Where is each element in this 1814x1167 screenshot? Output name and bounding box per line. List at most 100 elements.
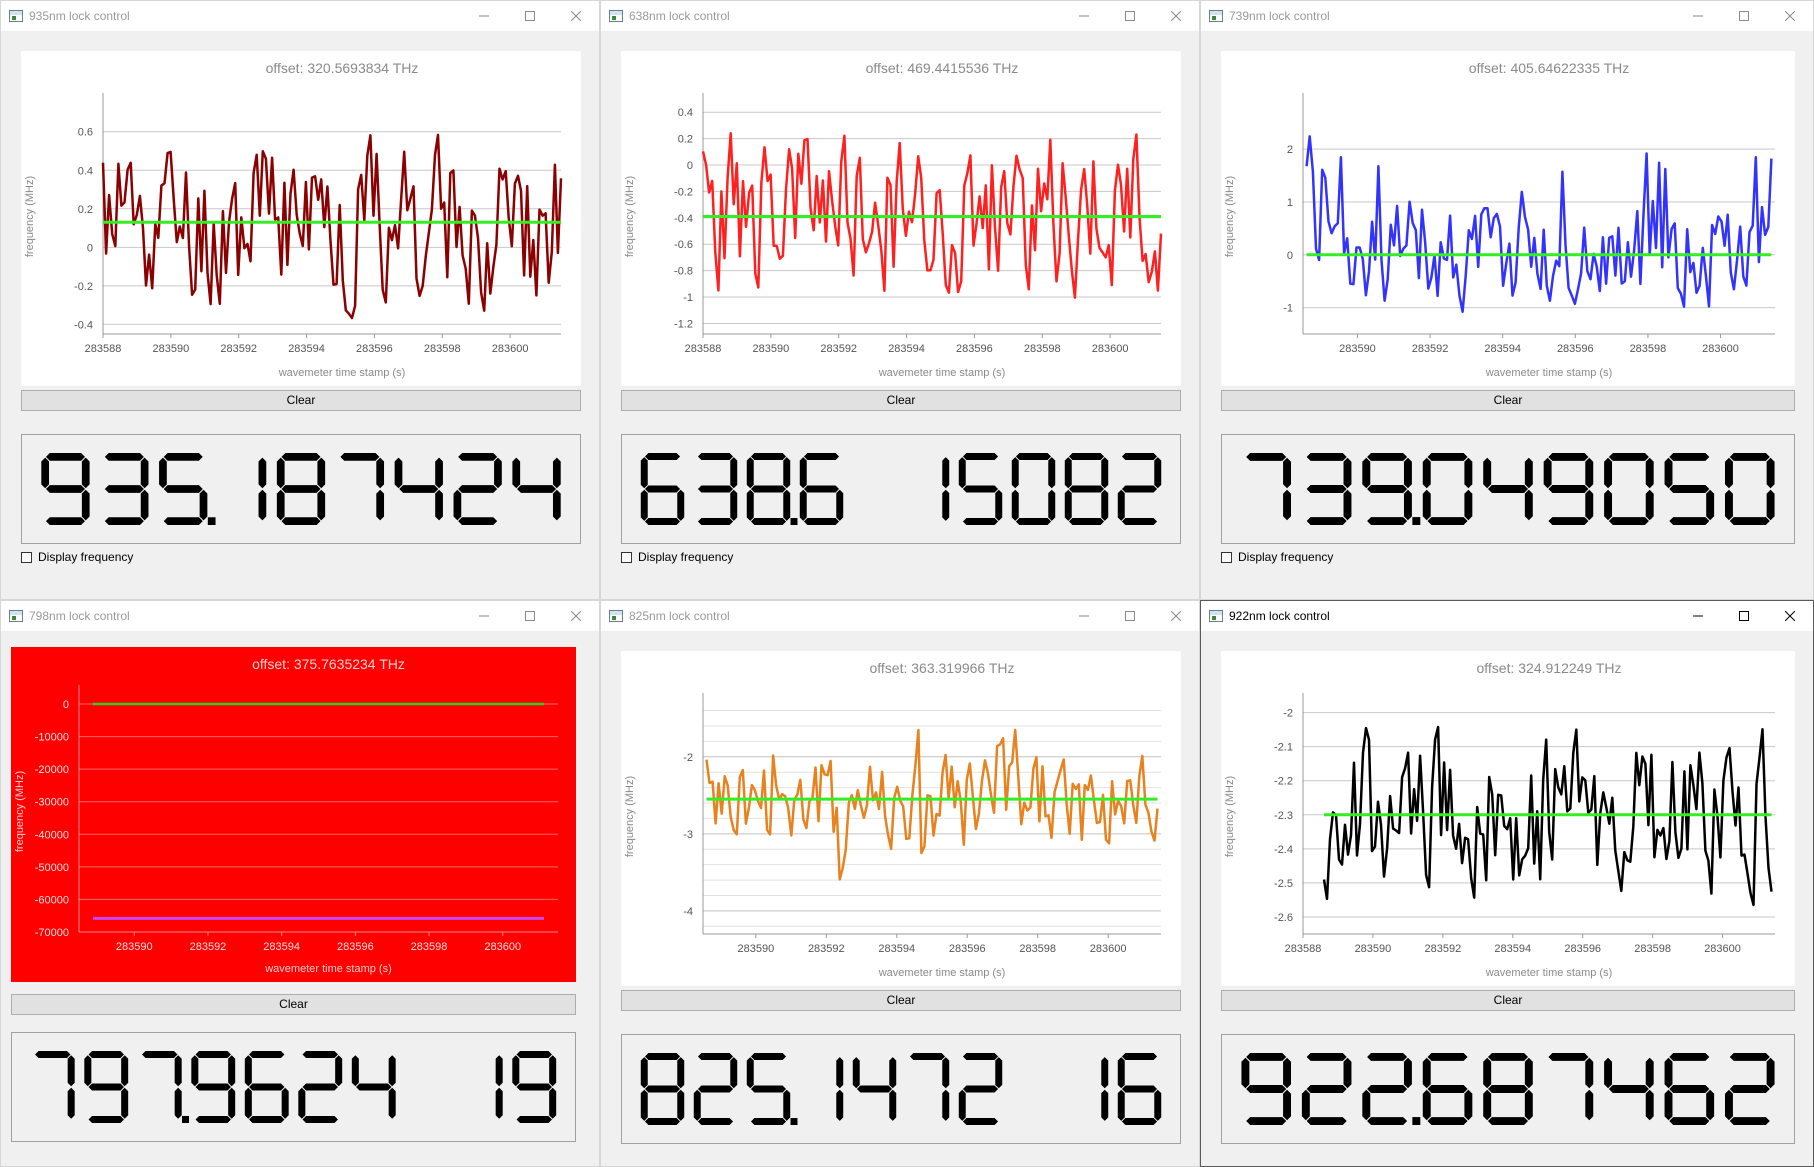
frequency-chart[interactable]: offset: 405.64622335 THz -1 0 1 2 283590 28359… (1221, 51, 1795, 386)
lcd-digit (495, 1055, 503, 1119)
display-frequency-row[interactable]: Display frequency (21, 550, 133, 564)
lcd-digit (1241, 1053, 1292, 1125)
title-bar[interactable]: 739nm lock control (1201, 1, 1813, 31)
close-icon (1171, 611, 1181, 621)
lcd-digit (1483, 1053, 1533, 1125)
y-axis-label: frequency (MHz) (14, 771, 26, 852)
maximize-button[interactable] (1721, 601, 1767, 631)
frequency-chart[interactable]: offset: 375.7635234 THz -70000 -60000 -5000… (11, 647, 576, 982)
y-tick-label: 0 (687, 160, 693, 172)
lock-control-window-739: 739nm lock control offset: 405.64622335 T… (1200, 0, 1814, 600)
frequency-trace (1305, 135, 1773, 314)
minimize-button[interactable] (461, 1, 507, 31)
display-frequency-checkbox[interactable] (621, 551, 632, 563)
maximize-button[interactable] (1107, 601, 1153, 631)
lcd-digit (1724, 1053, 1775, 1125)
chart-title: offset: 320.5693834 THz (266, 60, 419, 76)
lcd-digit (512, 457, 561, 521)
close-button[interactable] (553, 601, 599, 631)
minimize-button[interactable] (1675, 601, 1721, 631)
clear-button[interactable]: Clear (21, 390, 581, 411)
frequency-lcd-display: 825.1472 16 (621, 1034, 1181, 1144)
x-tick-label: 283592 (1424, 943, 1461, 955)
chart-svg: offset: 324.912249 THz -2.6 -2.5 -2.4 -2.3 -2… (1224, 660, 1775, 979)
lcd-digit (1301, 1053, 1352, 1125)
lcd-digit (1117, 453, 1162, 525)
frequency-trace (1322, 725, 1773, 907)
y-tick-label: -2.2 (1274, 776, 1293, 788)
maximize-button[interactable] (1721, 1, 1767, 31)
close-icon (571, 611, 581, 621)
lcd-digit (958, 1053, 1003, 1125)
x-tick-label: 283600 (1090, 943, 1127, 955)
y-tick-label: -1.2 (674, 318, 693, 330)
x-tick-label: 283592 (1412, 343, 1449, 355)
chart-title: offset: 469.4415536 THz (866, 60, 1019, 76)
minimize-icon (479, 615, 489, 617)
lock-control-window-935: 935nm lock control offset: 320.5693834 TH… (0, 0, 600, 600)
lock-control-window-798: 798nm lock control offset: 375.7635234 TH… (0, 600, 600, 1167)
close-button[interactable] (1767, 601, 1813, 631)
x-tick-label: 283596 (337, 941, 374, 953)
lcd-svg (1241, 1053, 1775, 1125)
y-tick-label: 0 (1287, 250, 1293, 262)
maximize-icon (1739, 611, 1749, 621)
clear-button[interactable]: Clear (621, 390, 1181, 411)
x-tick-label: 283588 (685, 343, 722, 355)
title-bar[interactable]: 798nm lock control (1, 601, 599, 631)
maximize-button[interactable] (507, 1, 553, 31)
title-bar[interactable]: 825nm lock control (601, 601, 1199, 631)
close-button[interactable] (1153, 601, 1199, 631)
display-frequency-checkbox[interactable] (21, 551, 32, 563)
lcd-digit (1724, 453, 1775, 525)
lcd-svg (41, 453, 561, 525)
display-frequency-row[interactable]: Display frequency (621, 550, 733, 564)
title-bar[interactable]: 922nm lock control (1201, 601, 1813, 631)
y-tick-label: -0.2 (674, 186, 693, 198)
minimize-button[interactable] (1061, 601, 1107, 631)
minimize-button[interactable] (461, 601, 507, 631)
close-button[interactable] (553, 1, 599, 31)
y-tick-label: -2 (683, 752, 693, 764)
close-button[interactable] (1153, 1, 1199, 31)
maximize-button[interactable] (507, 601, 553, 631)
minimize-icon (1079, 15, 1089, 17)
clear-button[interactable]: Clear (1221, 390, 1795, 411)
display-frequency-row[interactable]: Display frequency (1221, 550, 1333, 564)
y-axis-label: frequency (MHz) (624, 776, 636, 857)
x-tick-label: 283590 (752, 343, 789, 355)
y-tick-label: -0.8 (674, 266, 693, 278)
close-button[interactable] (1767, 1, 1813, 31)
title-bar[interactable]: 638nm lock control (601, 1, 1199, 31)
x-axis-label: wavemeter time stamp (s) (278, 367, 406, 379)
frequency-chart[interactable]: offset: 363.319966 THz -4 -3 -2 283590 283592… (621, 651, 1181, 986)
lcd-digit (1422, 453, 1473, 525)
y-axis-label: frequency (MHz) (1224, 176, 1236, 257)
clear-button[interactable]: Clear (1221, 990, 1795, 1011)
chart-svg: offset: 469.4415536 THz -1.2 -1 -0.8 -0.6 -0.… (624, 60, 1163, 379)
y-tick-label: -10000 (35, 732, 69, 744)
y-tick-label: -2.1 (1274, 742, 1293, 754)
minimize-button[interactable] (1061, 1, 1107, 31)
maximize-button[interactable] (1107, 1, 1153, 31)
x-tick-label: 283592 (190, 941, 227, 953)
lock-control-window-922: 922nm lock control offset: 324.912249 THz… (1200, 600, 1814, 1167)
y-tick-label: -0.2 (74, 281, 93, 293)
frequency-chart[interactable]: offset: 320.5693834 THz -0.4 -0.2 0 0.2 0.4 0.… (21, 51, 581, 386)
chart-svg: offset: 405.64622335 THz -1 0 1 2 283590 28359… (1224, 60, 1775, 379)
clear-button[interactable]: Clear (11, 994, 576, 1015)
chart-svg: offset: 320.5693834 THz -0.4 -0.2 0 0.2 0.4 0.… (24, 60, 563, 379)
x-tick-label: 283600 (1704, 943, 1741, 955)
display-frequency-checkbox[interactable] (1221, 551, 1232, 563)
x-tick-label: 283588 (1285, 943, 1322, 955)
app-window-icon (609, 610, 623, 622)
y-axis-label: frequency (MHz) (24, 176, 36, 257)
x-tick-label: 283600 (1092, 343, 1129, 355)
title-bar[interactable]: 935nm lock control (1, 1, 599, 31)
frequency-chart[interactable]: offset: 469.4415536 THz -1.2 -1 -0.8 -0.6 -0.… (621, 51, 1181, 386)
clear-button[interactable]: Clear (621, 990, 1181, 1011)
frequency-chart[interactable]: offset: 324.912249 THz -2.6 -2.5 -2.4 -2.3 -2… (1221, 651, 1795, 986)
minimize-button[interactable] (1675, 1, 1721, 31)
lcd-digit (836, 1057, 844, 1121)
window-title: 798nm lock control (29, 609, 130, 623)
